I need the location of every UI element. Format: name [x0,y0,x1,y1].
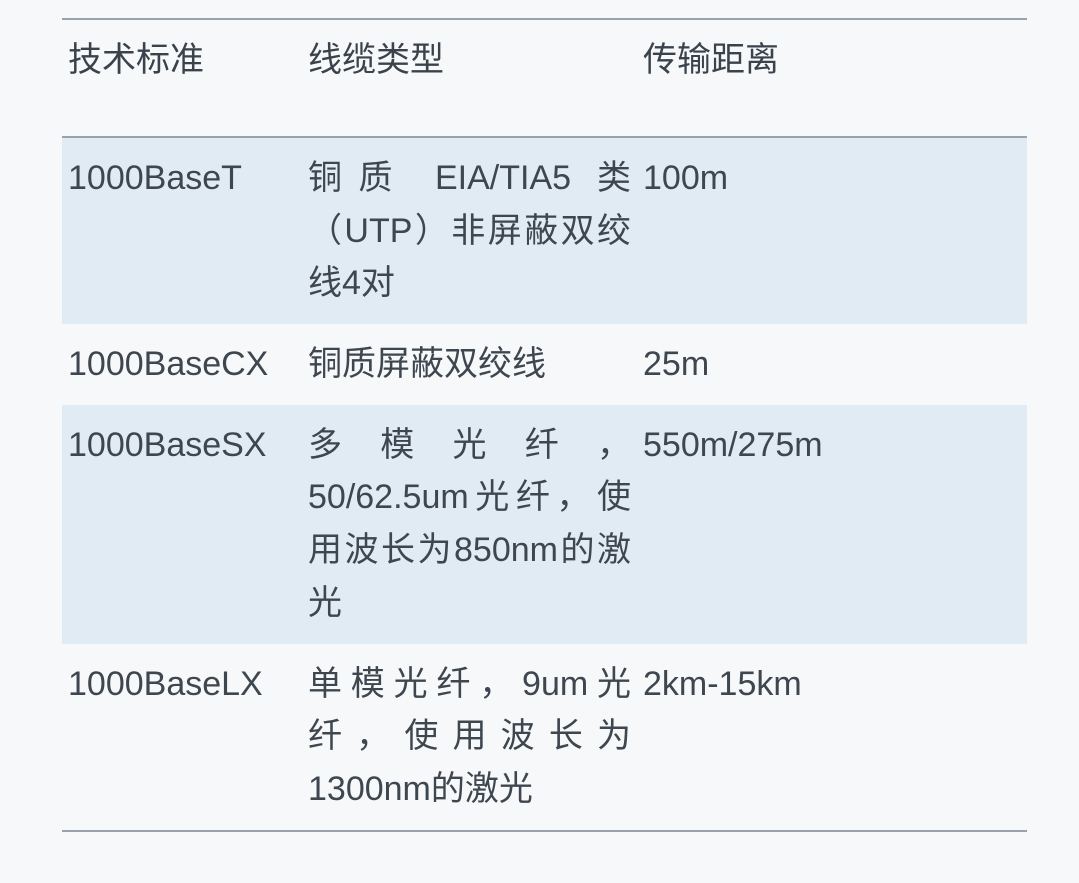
cell-distance: 100m [637,137,1027,324]
table-row: 1000BaseLX 单模光纤，9um光纤，使用波长为1300nm的激光 2km… [62,644,1027,831]
table-row: 1000BaseSX 多模光纤，50/62.5um光纤，使用波长为850nm的激… [62,405,1027,644]
col-header-cable: 线缆类型 [302,19,637,137]
col-header-standard: 技术标准 [62,19,302,137]
cell-standard: 1000BaseCX [62,324,302,405]
cell-distance: 2km-15km [637,644,1027,831]
col-header-distance: 传输距离 [637,19,1027,137]
cell-standard: 1000BaseLX [62,644,302,831]
cell-cable: 铜质屏蔽双绞线 [302,324,637,405]
cell-cable: 多模光纤，50/62.5um光纤，使用波长为850nm的激光 [302,405,637,644]
table-container: 技术标准 线缆类型 传输距离 1000BaseT 铜质 EIA/TIA5 类（U… [0,0,1079,850]
cell-cable: 铜质 EIA/TIA5 类（UTP）非屏蔽双绞线4对 [302,137,637,324]
cell-standard: 1000BaseT [62,137,302,324]
table-row: 1000BaseCX 铜质屏蔽双绞线 25m [62,324,1027,405]
cell-standard: 1000BaseSX [62,405,302,644]
cell-cable: 单模光纤，9um光纤，使用波长为1300nm的激光 [302,644,637,831]
cell-distance: 550m/275m [637,405,1027,644]
header-row: 技术标准 线缆类型 传输距离 [62,19,1027,137]
table-row: 1000BaseT 铜质 EIA/TIA5 类（UTP）非屏蔽双绞线4对 100… [62,137,1027,324]
ethernet-standards-table: 技术标准 线缆类型 传输距离 1000BaseT 铜质 EIA/TIA5 类（U… [62,18,1027,832]
cell-distance: 25m [637,324,1027,405]
